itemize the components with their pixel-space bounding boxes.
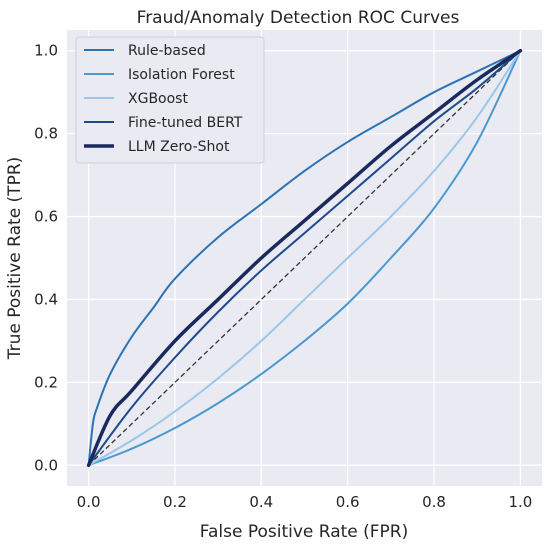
series-line-xgboost [87, 49, 522, 467]
x-tick-label: 1.0 [508, 493, 532, 511]
y-tick-label: 0.4 [34, 290, 58, 308]
legend-label-rule-based: Rule-based [128, 43, 206, 59]
x-tick-label: 0.8 [422, 493, 446, 511]
legend-label-isolation-forest: Isolation Forest [128, 67, 235, 83]
series-line-rule-based [87, 49, 522, 467]
series-line-llm-zero-shot [86, 48, 523, 468]
x-axis-label: False Positive Rate (FPR) [200, 522, 409, 542]
legend-label-xgboost: XGBoost [128, 91, 188, 107]
legend-box [75, 36, 265, 164]
y-tick-labels: 0.0 0.2 0.4 0.6 0.8 1.0 [34, 42, 58, 475]
y-tick-label: 0.2 [34, 373, 58, 391]
series-lines [86, 48, 523, 468]
x-tick-label: 0.4 [249, 493, 273, 511]
y-tick-label: 0.6 [34, 208, 58, 226]
y-axis-label: True Positive Rate (TPR) [5, 157, 25, 361]
legend-label-fine-tuned-bert: Fine-tuned BERT [128, 115, 243, 131]
legend-label-llm-zero-shot: LLM Zero-Shot [128, 139, 230, 155]
y-tick-label: 1.0 [34, 42, 58, 60]
x-tick-label: 0.6 [336, 493, 360, 511]
y-tick-label: 0.8 [34, 125, 58, 143]
y-tick-label: 0.0 [34, 456, 58, 474]
x-tick-label: 0.2 [163, 493, 187, 511]
x-tick-label: 0.0 [77, 493, 101, 511]
series-line-fine-tuned-bert [87, 49, 522, 467]
legend: Rule-based Isolation Forest XGBoost Fine-tu… [75, 36, 265, 164]
series-line-isolation-forest [87, 49, 522, 467]
reference-diagonal [88, 50, 521, 466]
x-tick-labels: 0.0 0.2 0.4 0.6 0.8 1.0 [77, 493, 533, 511]
reference-line-group [88, 50, 521, 466]
chart-title: Fraud/Anomaly Detection ROC Curves [137, 8, 460, 28]
